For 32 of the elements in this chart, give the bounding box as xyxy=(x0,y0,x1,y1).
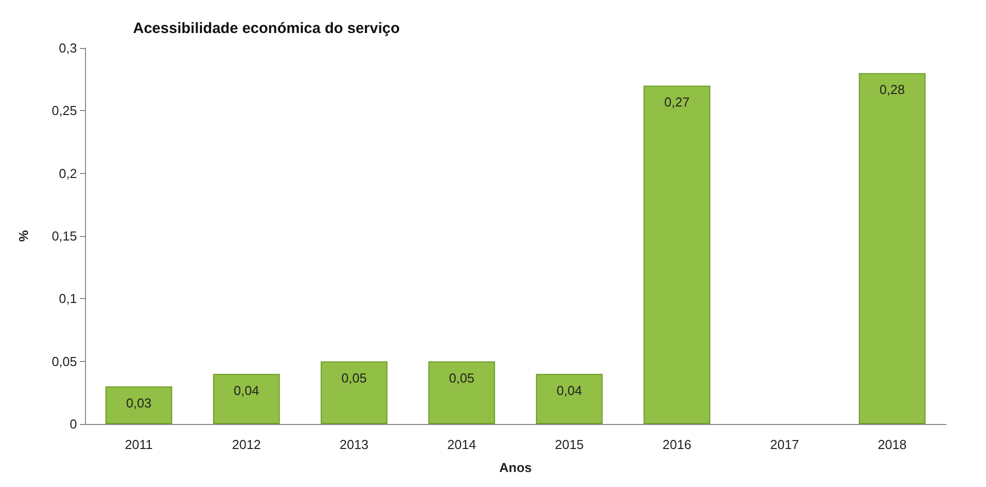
x-axis-title: Anos xyxy=(499,460,532,475)
bar xyxy=(213,374,280,424)
data-label: 0,04 xyxy=(556,382,582,398)
x-tick-label: 2017 xyxy=(770,437,800,452)
bar xyxy=(320,361,388,424)
bar xyxy=(428,361,496,424)
chart-title: Acessibilidade económica do serviço xyxy=(133,20,400,37)
y-tick-label: 0,05 xyxy=(52,354,77,369)
bar xyxy=(536,374,603,424)
x-tick-label: 2018 xyxy=(878,437,907,452)
x-tick-label: 2011 xyxy=(124,437,153,452)
y-tick-label: 0 xyxy=(70,416,77,432)
x-tick-label: 2014 xyxy=(447,437,476,452)
x-tick-label: 2013 xyxy=(340,437,369,452)
y-tick-label: 0,25 xyxy=(52,103,77,118)
y-axis-title: % xyxy=(16,230,31,242)
data-label: 0,05 xyxy=(341,370,367,386)
y-tick-label: 0,15 xyxy=(52,228,77,244)
data-label: 0,27 xyxy=(664,94,690,110)
bar xyxy=(105,386,172,424)
x-tick-label: 2016 xyxy=(662,437,692,452)
x-tick-label: 2012 xyxy=(232,437,261,452)
data-label: 0,28 xyxy=(880,82,905,98)
data-label: 0,04 xyxy=(234,382,260,398)
y-tick-label: 0,3 xyxy=(58,40,77,56)
bar xyxy=(858,73,926,424)
x-tick-label: 2015 xyxy=(554,437,584,452)
y-tick-label: 0,2 xyxy=(58,166,77,181)
data-label: 0,05 xyxy=(449,370,474,386)
data-label: 0,03 xyxy=(126,395,152,410)
bar xyxy=(644,86,710,424)
y-tick-label: 0,1 xyxy=(58,291,77,306)
